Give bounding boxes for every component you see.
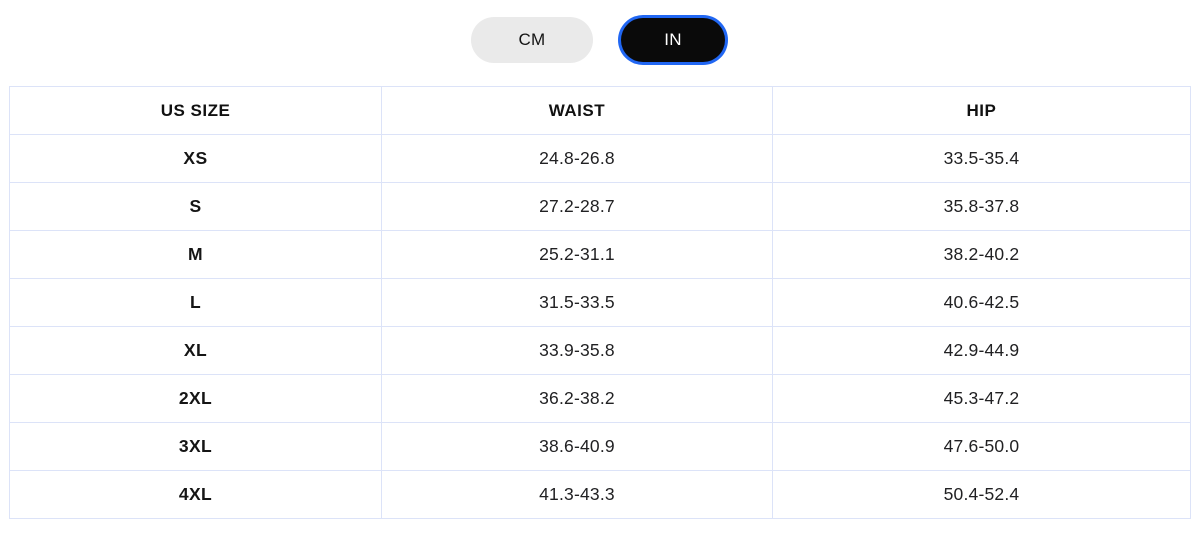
hip-value: 42.9-44.9 xyxy=(771,326,1192,375)
size-table: US SIZE WAIST HIP XS 24.8-26.8 33.5-35.4… xyxy=(9,86,1192,519)
unit-toggle: CM IN xyxy=(0,15,1200,65)
hip-value: 45.3-47.2 xyxy=(771,374,1192,423)
waist-value: 36.2-38.2 xyxy=(381,374,773,423)
hip-value: 50.4-52.4 xyxy=(771,470,1192,519)
waist-value: 38.6-40.9 xyxy=(381,422,773,471)
table-row-2xl: 2XL 36.2-38.2 45.3-47.2 xyxy=(9,374,1192,423)
waist-value: 27.2-28.7 xyxy=(381,182,773,231)
size-label: L xyxy=(9,278,382,327)
table-row-m: M 25.2-31.1 38.2-40.2 xyxy=(9,230,1192,279)
size-label: 3XL xyxy=(9,422,382,471)
waist-value: 31.5-33.5 xyxy=(381,278,773,327)
size-label: 4XL xyxy=(9,470,382,519)
hip-value: 40.6-42.5 xyxy=(771,278,1192,327)
unit-toggle-cm-button[interactable]: CM xyxy=(471,17,593,63)
hip-value: 35.8-37.8 xyxy=(771,182,1192,231)
size-label: S xyxy=(9,182,382,231)
size-label: XL xyxy=(9,326,382,375)
hip-value: 47.6-50.0 xyxy=(771,422,1192,471)
waist-value: 25.2-31.1 xyxy=(381,230,773,279)
size-label: 2XL xyxy=(9,374,382,423)
table-row-3xl: 3XL 38.6-40.9 47.6-50.0 xyxy=(9,422,1192,471)
col-header-hip: HIP xyxy=(771,86,1192,135)
size-label: XS xyxy=(9,134,382,183)
waist-value: 24.8-26.8 xyxy=(381,134,773,183)
hip-value: 38.2-40.2 xyxy=(771,230,1192,279)
table-row-s: S 27.2-28.7 35.8-37.8 xyxy=(9,182,1192,231)
col-header-waist: WAIST xyxy=(381,86,773,135)
size-table-header-row: US SIZE WAIST HIP xyxy=(9,86,1192,135)
unit-toggle-in-button[interactable]: IN xyxy=(621,18,725,62)
col-header-us-size: US SIZE xyxy=(9,86,382,135)
waist-value: 33.9-35.8 xyxy=(381,326,773,375)
table-row-l: L 31.5-33.5 40.6-42.5 xyxy=(9,278,1192,327)
table-row-xs: XS 24.8-26.8 33.5-35.4 xyxy=(9,134,1192,183)
waist-value: 41.3-43.3 xyxy=(381,470,773,519)
table-row-4xl: 4XL 41.3-43.3 50.4-52.4 xyxy=(9,470,1192,519)
size-label: M xyxy=(9,230,382,279)
table-row-xl: XL 33.9-35.8 42.9-44.9 xyxy=(9,326,1192,375)
hip-value: 33.5-35.4 xyxy=(771,134,1192,183)
